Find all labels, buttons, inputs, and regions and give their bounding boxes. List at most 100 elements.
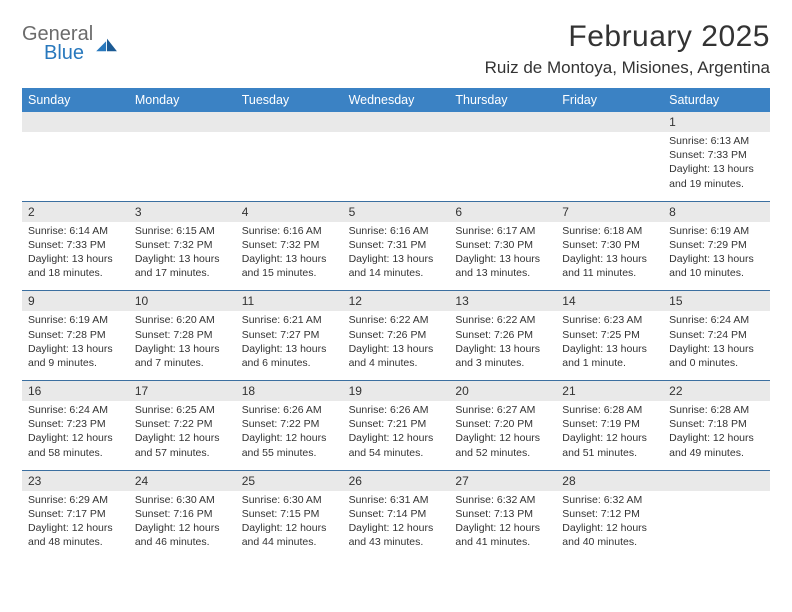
day-sunrise: Sunrise: 6:28 AM bbox=[562, 403, 657, 417]
day-sunset: Sunset: 7:30 PM bbox=[562, 238, 657, 252]
day-sunrise: Sunrise: 6:22 AM bbox=[455, 313, 550, 327]
weekday-header: Sunday bbox=[22, 88, 129, 112]
day-sunrise: Sunrise: 6:24 AM bbox=[669, 313, 764, 327]
day-number: 12 bbox=[343, 291, 450, 311]
day-sunrise: Sunrise: 6:30 AM bbox=[242, 493, 337, 507]
day-daylight2: and 43 minutes. bbox=[349, 535, 444, 549]
day-sunset: Sunset: 7:21 PM bbox=[349, 417, 444, 431]
day-daylight2: and 52 minutes. bbox=[455, 446, 550, 460]
weekday-header: Wednesday bbox=[343, 88, 450, 112]
day-daylight1: Daylight: 12 hours bbox=[562, 431, 657, 445]
day-cell: Sunrise: 6:22 AMSunset: 7:26 PMDaylight:… bbox=[449, 311, 556, 380]
day-number-row: 1 bbox=[22, 112, 770, 132]
day-number bbox=[22, 112, 129, 132]
day-daylight2: and 6 minutes. bbox=[242, 356, 337, 370]
day-sunrise: Sunrise: 6:16 AM bbox=[349, 224, 444, 238]
day-daylight1: Daylight: 12 hours bbox=[135, 521, 230, 535]
day-cell: Sunrise: 6:31 AMSunset: 7:14 PMDaylight:… bbox=[343, 491, 450, 560]
day-sunrise: Sunrise: 6:30 AM bbox=[135, 493, 230, 507]
day-daylight2: and 51 minutes. bbox=[562, 446, 657, 460]
title-block: February 2025 Ruiz de Montoya, Misiones,… bbox=[485, 20, 770, 78]
calendar-page: General Blue February 2025 Ruiz de Monto… bbox=[0, 0, 792, 559]
day-cell: Sunrise: 6:24 AMSunset: 7:24 PMDaylight:… bbox=[663, 311, 770, 380]
day-cell: Sunrise: 6:32 AMSunset: 7:13 PMDaylight:… bbox=[449, 491, 556, 560]
day-sunrise: Sunrise: 6:15 AM bbox=[135, 224, 230, 238]
day-sunrise: Sunrise: 6:22 AM bbox=[349, 313, 444, 327]
day-number: 15 bbox=[663, 291, 770, 311]
day-number bbox=[236, 112, 343, 132]
day-cell: Sunrise: 6:25 AMSunset: 7:22 PMDaylight:… bbox=[129, 401, 236, 470]
day-cell bbox=[236, 132, 343, 201]
day-sunrise: Sunrise: 6:28 AM bbox=[669, 403, 764, 417]
day-number: 2 bbox=[22, 202, 129, 222]
day-daylight2: and 10 minutes. bbox=[669, 266, 764, 280]
day-sunset: Sunset: 7:17 PM bbox=[28, 507, 123, 521]
day-number: 16 bbox=[22, 381, 129, 401]
day-sunset: Sunset: 7:12 PM bbox=[562, 507, 657, 521]
location-subtitle: Ruiz de Montoya, Misiones, Argentina bbox=[485, 58, 770, 78]
day-daylight1: Daylight: 13 hours bbox=[562, 252, 657, 266]
day-number bbox=[129, 112, 236, 132]
day-daylight1: Daylight: 12 hours bbox=[349, 521, 444, 535]
day-sunset: Sunset: 7:22 PM bbox=[135, 417, 230, 431]
day-number: 18 bbox=[236, 381, 343, 401]
day-cell: Sunrise: 6:30 AMSunset: 7:16 PMDaylight:… bbox=[129, 491, 236, 560]
logo-line2: Blue bbox=[22, 43, 93, 63]
weekday-header: Friday bbox=[556, 88, 663, 112]
day-cell: Sunrise: 6:16 AMSunset: 7:32 PMDaylight:… bbox=[236, 222, 343, 291]
day-sunrise: Sunrise: 6:27 AM bbox=[455, 403, 550, 417]
day-daylight1: Daylight: 13 hours bbox=[669, 162, 764, 176]
day-cell: Sunrise: 6:29 AMSunset: 7:17 PMDaylight:… bbox=[22, 491, 129, 560]
day-sunset: Sunset: 7:22 PM bbox=[242, 417, 337, 431]
day-number: 26 bbox=[343, 471, 450, 491]
day-sunrise: Sunrise: 6:26 AM bbox=[349, 403, 444, 417]
day-daylight1: Daylight: 12 hours bbox=[669, 431, 764, 445]
day-body-row: Sunrise: 6:24 AMSunset: 7:23 PMDaylight:… bbox=[22, 401, 770, 470]
day-daylight2: and 57 minutes. bbox=[135, 446, 230, 460]
day-sunrise: Sunrise: 6:32 AM bbox=[562, 493, 657, 507]
day-daylight1: Daylight: 13 hours bbox=[669, 252, 764, 266]
day-sunrise: Sunrise: 6:29 AM bbox=[28, 493, 123, 507]
day-cell: Sunrise: 6:20 AMSunset: 7:28 PMDaylight:… bbox=[129, 311, 236, 380]
day-number bbox=[343, 112, 450, 132]
day-daylight2: and 9 minutes. bbox=[28, 356, 123, 370]
day-number-row: 232425262728 bbox=[22, 470, 770, 491]
day-sunrise: Sunrise: 6:25 AM bbox=[135, 403, 230, 417]
day-sunset: Sunset: 7:32 PM bbox=[135, 238, 230, 252]
day-number: 22 bbox=[663, 381, 770, 401]
day-number: 5 bbox=[343, 202, 450, 222]
day-daylight2: and 18 minutes. bbox=[28, 266, 123, 280]
day-daylight1: Daylight: 13 hours bbox=[28, 342, 123, 356]
day-sunrise: Sunrise: 6:19 AM bbox=[28, 313, 123, 327]
day-sunset: Sunset: 7:28 PM bbox=[28, 328, 123, 342]
day-daylight1: Daylight: 13 hours bbox=[135, 252, 230, 266]
day-daylight1: Daylight: 13 hours bbox=[669, 342, 764, 356]
weekday-header: Tuesday bbox=[236, 88, 343, 112]
day-sunrise: Sunrise: 6:16 AM bbox=[242, 224, 337, 238]
day-sunset: Sunset: 7:27 PM bbox=[242, 328, 337, 342]
day-cell: Sunrise: 6:28 AMSunset: 7:19 PMDaylight:… bbox=[556, 401, 663, 470]
day-cell bbox=[449, 132, 556, 201]
header: General Blue February 2025 Ruiz de Monto… bbox=[22, 20, 770, 78]
day-sunrise: Sunrise: 6:26 AM bbox=[242, 403, 337, 417]
day-sunset: Sunset: 7:26 PM bbox=[455, 328, 550, 342]
day-daylight2: and 19 minutes. bbox=[669, 177, 764, 191]
weekday-header: Thursday bbox=[449, 88, 556, 112]
day-cell: Sunrise: 6:14 AMSunset: 7:33 PMDaylight:… bbox=[22, 222, 129, 291]
day-number: 7 bbox=[556, 202, 663, 222]
day-number bbox=[449, 112, 556, 132]
day-cell: Sunrise: 6:13 AMSunset: 7:33 PMDaylight:… bbox=[663, 132, 770, 201]
day-cell: Sunrise: 6:16 AMSunset: 7:31 PMDaylight:… bbox=[343, 222, 450, 291]
day-sunset: Sunset: 7:23 PM bbox=[28, 417, 123, 431]
day-daylight2: and 0 minutes. bbox=[669, 356, 764, 370]
day-sunrise: Sunrise: 6:18 AM bbox=[562, 224, 657, 238]
day-number: 17 bbox=[129, 381, 236, 401]
day-sunset: Sunset: 7:14 PM bbox=[349, 507, 444, 521]
day-daylight1: Daylight: 13 hours bbox=[455, 252, 550, 266]
day-number: 1 bbox=[663, 112, 770, 132]
day-daylight1: Daylight: 13 hours bbox=[28, 252, 123, 266]
day-sunset: Sunset: 7:13 PM bbox=[455, 507, 550, 521]
day-daylight2: and 1 minute. bbox=[562, 356, 657, 370]
day-sunset: Sunset: 7:26 PM bbox=[349, 328, 444, 342]
weekday-header: Monday bbox=[129, 88, 236, 112]
